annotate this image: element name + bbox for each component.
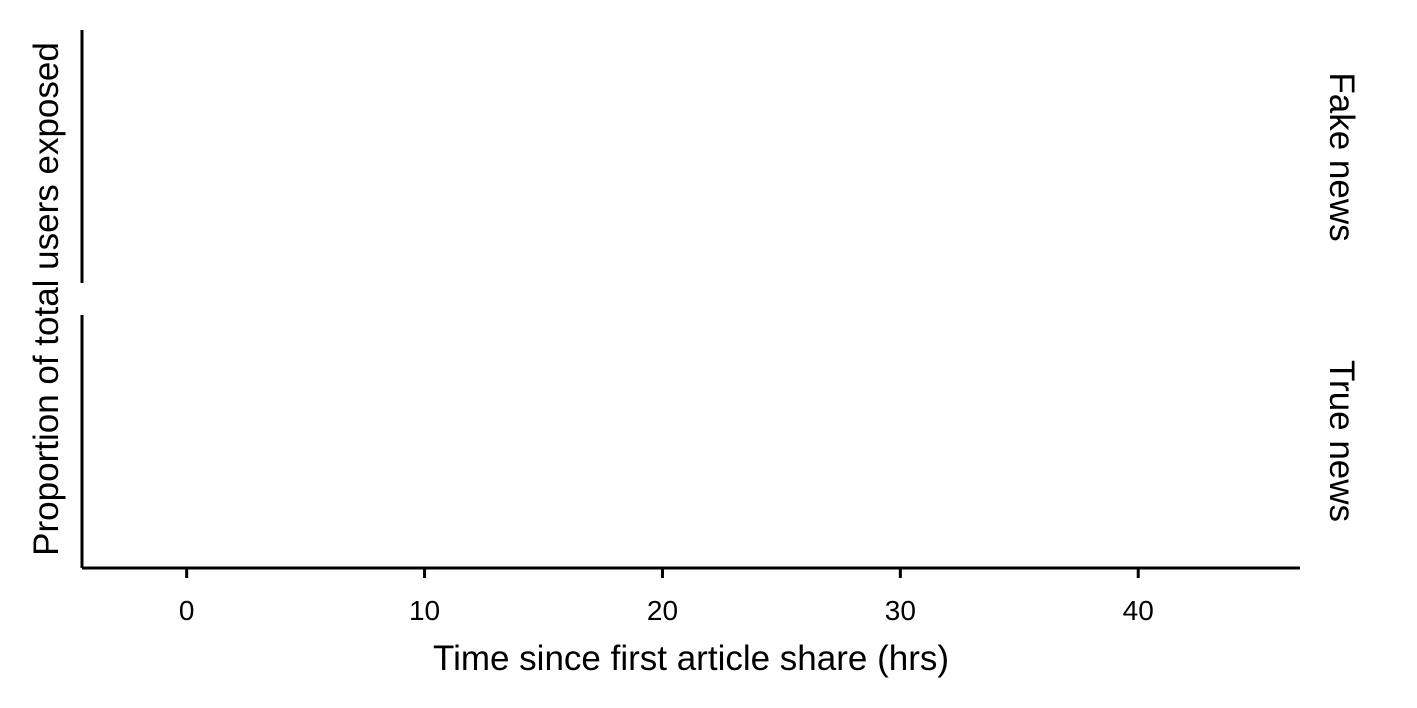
- y-axis-title: Proportion of total users exposed: [27, 42, 66, 556]
- facet-true-news: True news: [80, 315, 1361, 568]
- x-axis: 0 10 20 30 40: [82, 566, 1300, 626]
- x-tick-label-40: 40: [1123, 595, 1154, 626]
- x-axis-title: Time since first article share (hrs): [433, 639, 949, 678]
- facet-fake-news: Fake news: [80, 30, 1361, 283]
- x-tick-label-20: 20: [647, 595, 678, 626]
- facet-fake-news-strip-label: Fake news: [1322, 72, 1361, 241]
- facet-true-news-strip-label: True news: [1322, 360, 1361, 522]
- x-tick-label-0: 0: [179, 595, 195, 626]
- x-tick-label-10: 10: [409, 595, 440, 626]
- x-tick-label-30: 30: [885, 595, 916, 626]
- x-ticks: 0 10 20 30 40: [179, 568, 1154, 626]
